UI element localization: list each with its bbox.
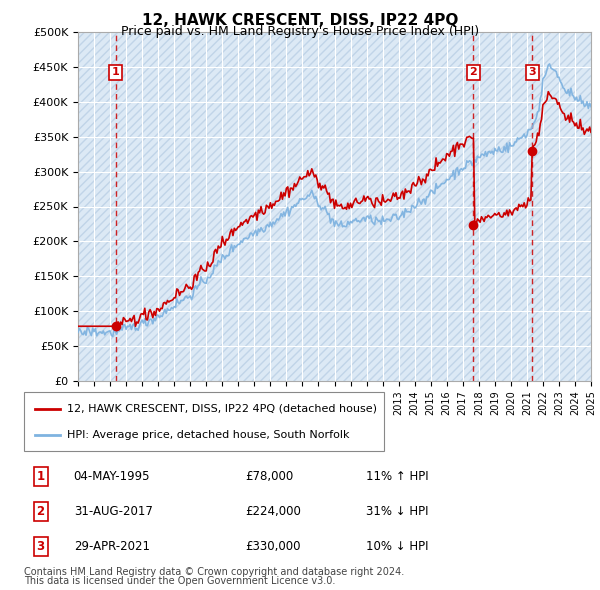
Text: 12, HAWK CRESCENT, DISS, IP22 4PQ: 12, HAWK CRESCENT, DISS, IP22 4PQ xyxy=(142,13,458,28)
Text: 2: 2 xyxy=(470,67,478,77)
Text: 12, HAWK CRESCENT, DISS, IP22 4PQ (detached house): 12, HAWK CRESCENT, DISS, IP22 4PQ (detac… xyxy=(67,404,377,414)
Text: 3: 3 xyxy=(529,67,536,77)
Text: £224,000: £224,000 xyxy=(245,505,301,519)
Text: 31% ↓ HPI: 31% ↓ HPI xyxy=(366,505,429,519)
Text: £78,000: £78,000 xyxy=(245,470,293,483)
Text: Price paid vs. HM Land Registry's House Price Index (HPI): Price paid vs. HM Land Registry's House … xyxy=(121,25,479,38)
Text: 3: 3 xyxy=(37,540,44,553)
FancyBboxPatch shape xyxy=(24,392,384,451)
Text: 1: 1 xyxy=(112,67,119,77)
Text: Contains HM Land Registry data © Crown copyright and database right 2024.: Contains HM Land Registry data © Crown c… xyxy=(24,567,404,577)
Text: 29-APR-2021: 29-APR-2021 xyxy=(74,540,149,553)
Text: 04-MAY-1995: 04-MAY-1995 xyxy=(74,470,150,483)
Text: HPI: Average price, detached house, South Norfolk: HPI: Average price, detached house, Sout… xyxy=(67,430,350,440)
Text: £330,000: £330,000 xyxy=(245,540,301,553)
Text: 2: 2 xyxy=(37,505,44,519)
Text: 10% ↓ HPI: 10% ↓ HPI xyxy=(366,540,429,553)
Text: This data is licensed under the Open Government Licence v3.0.: This data is licensed under the Open Gov… xyxy=(24,576,335,586)
Text: 31-AUG-2017: 31-AUG-2017 xyxy=(74,505,152,519)
Text: 11% ↑ HPI: 11% ↑ HPI xyxy=(366,470,429,483)
Text: 1: 1 xyxy=(37,470,44,483)
